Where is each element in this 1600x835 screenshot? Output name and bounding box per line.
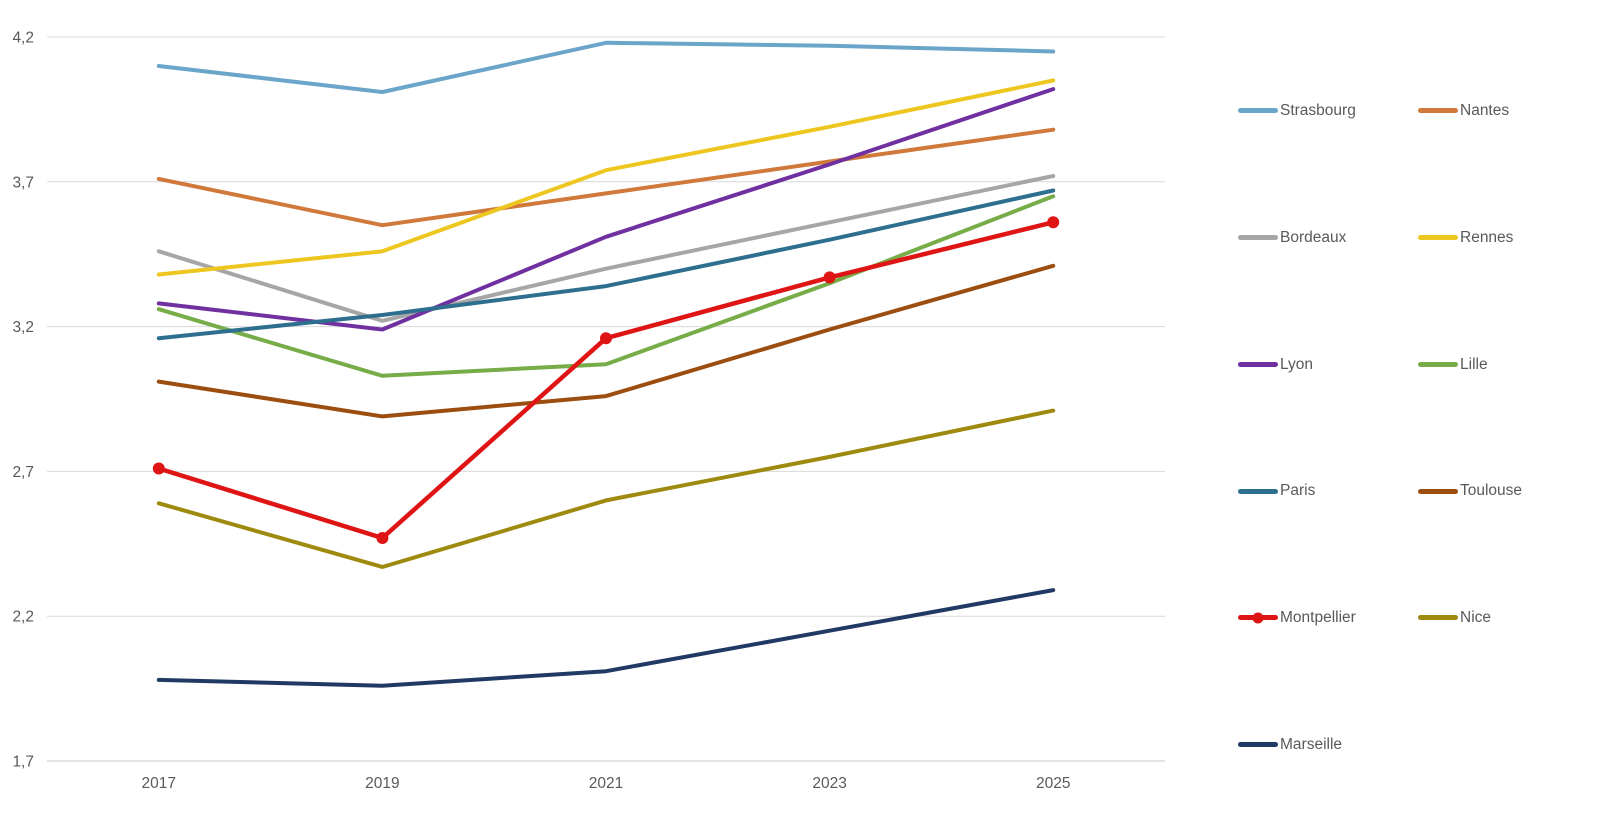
series-marker-montpellier <box>600 332 612 345</box>
y-axis-label: 3,2 <box>12 319 34 336</box>
series-marker-montpellier <box>376 532 389 544</box>
series-marker-montpellier <box>152 462 165 475</box>
series-line-bordeaux <box>156 174 1056 323</box>
series-line-nice <box>156 408 1056 569</box>
y-axis-label: 3,7 <box>12 174 34 191</box>
series-line-marseille <box>156 588 1056 688</box>
x-axis-label: 2021 <box>589 775 623 792</box>
y-axis-label: 2,7 <box>12 464 34 481</box>
x-axis-label: 2023 <box>812 775 846 792</box>
series-line-nantes <box>156 127 1056 228</box>
series-marker-montpellier <box>1047 216 1060 229</box>
series-line-lille <box>156 194 1056 378</box>
y-axis-label: 2,2 <box>12 609 34 626</box>
series-line-strasbourg <box>156 40 1056 94</box>
x-axis-label: 2025 <box>1036 775 1070 792</box>
y-axis-label: 1,7 <box>12 754 34 771</box>
y-axis-label: 4,2 <box>12 30 34 47</box>
x-axis-label: 2019 <box>365 775 399 792</box>
series-marker-montpellier <box>823 271 836 284</box>
series-line-paris <box>156 188 1056 341</box>
series-line-rennes <box>156 78 1056 277</box>
x-axis-label: 2017 <box>142 775 176 792</box>
series-line-toulouse <box>156 263 1056 419</box>
